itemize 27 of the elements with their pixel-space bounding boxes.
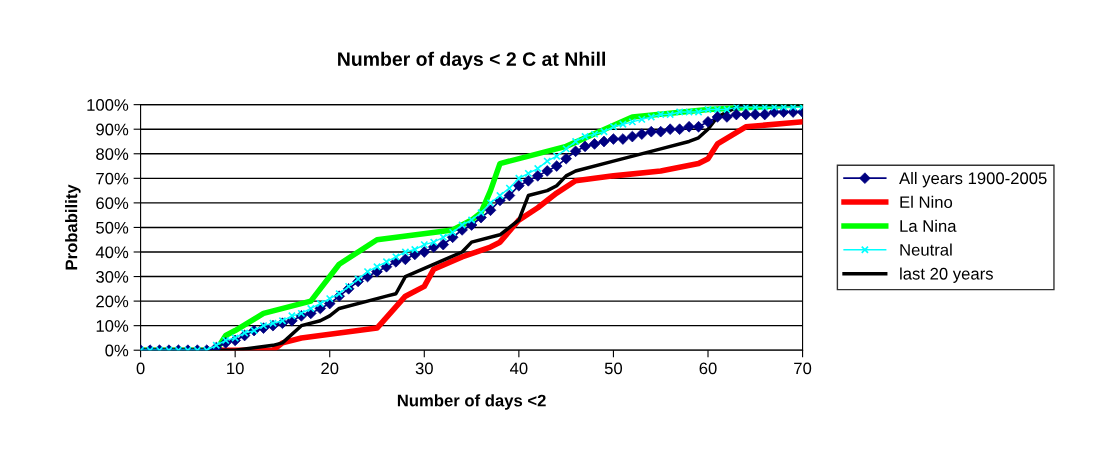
y-tick-label: 80% <box>96 148 129 160</box>
y-tick-label: 0% <box>105 344 129 357</box>
y-axis-title: Probability <box>65 184 81 270</box>
x-tick-label: 20 <box>321 362 339 375</box>
y-tick-label: 10% <box>96 320 129 332</box>
legend-label: All years 1900-2005 <box>899 171 1047 188</box>
y-tick-label: 70% <box>96 172 129 185</box>
x-tick-label: 50 <box>604 362 623 375</box>
legend-label: Neutral <box>900 243 952 256</box>
y-tick-label: 20% <box>96 295 129 308</box>
y-tick-label: 90% <box>96 123 129 136</box>
x-tick-label: 0 <box>136 362 145 375</box>
x-axis-title: Number of days <2 <box>397 394 546 410</box>
legend-label: El Nino <box>900 195 953 209</box>
x-tick-label: 10 <box>227 362 244 375</box>
x-tick-label: 30 <box>415 362 433 375</box>
x-tick-label: 60 <box>699 362 717 375</box>
legend-label: La Nina <box>900 219 957 232</box>
y-tick-label: 60% <box>96 197 129 210</box>
chart-title: Number of days < 2 C at Nhill <box>338 51 605 70</box>
y-tick-label: 40% <box>95 246 129 259</box>
y-tick-label: 30% <box>96 270 129 283</box>
x-tick-label: 40 <box>509 362 528 375</box>
y-tick-label: 50% <box>96 221 129 234</box>
legend-label: last 20 years <box>900 267 993 283</box>
x-tick-label: 70 <box>794 362 812 375</box>
y-tick-label: 100% <box>87 99 129 111</box>
